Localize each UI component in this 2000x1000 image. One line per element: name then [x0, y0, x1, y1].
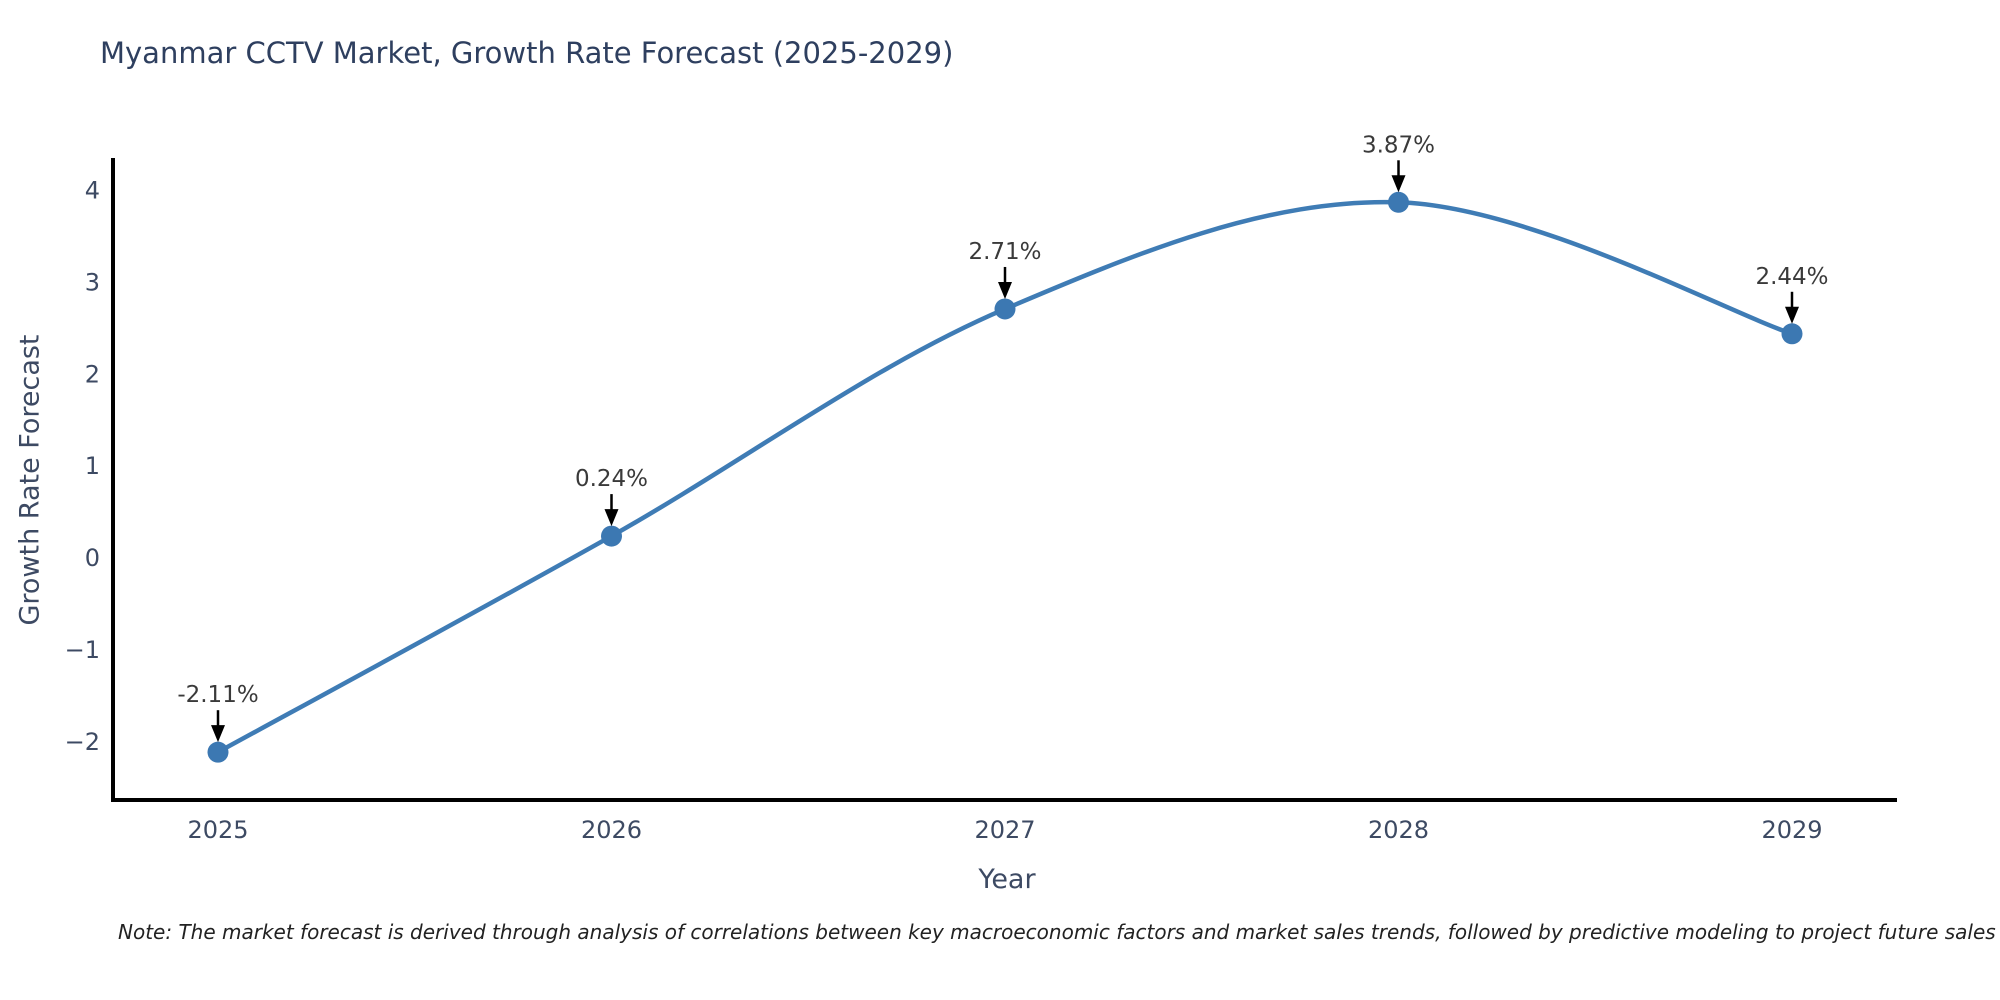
y-tick-label: 3: [85, 268, 100, 296]
y-tick-label: 0: [85, 544, 100, 572]
footnote: Note: The market forecast is derived thr…: [118, 920, 1996, 944]
annotation-arrow-head: [998, 281, 1012, 299]
x-tick-label: 2025: [187, 816, 248, 844]
annotation-arrow-head: [1391, 175, 1406, 193]
x-tick-label: 2027: [974, 816, 1035, 844]
point-value-label: 2.44%: [1755, 264, 1828, 290]
x-tick-label: 2029: [1761, 816, 1822, 844]
annotation-arrow-head: [604, 509, 619, 527]
data-point-2025[interactable]: [207, 741, 229, 763]
x-tick-label: 2026: [581, 816, 642, 844]
y-tick-label: 4: [85, 176, 100, 204]
data-point-2026[interactable]: [601, 525, 622, 547]
y-tick-label: 2: [85, 360, 100, 388]
data-point-2028[interactable]: [1388, 191, 1409, 213]
y-tick-label: −2: [65, 728, 100, 756]
data-point-2029[interactable]: [1781, 323, 1803, 345]
point-value-label: 0.24%: [575, 466, 648, 492]
annotation-arrow-head: [211, 725, 225, 743]
annotation-arrow-head: [1785, 306, 1799, 324]
x-tick-label: 2028: [1368, 816, 1429, 844]
data-point-2027[interactable]: [994, 298, 1016, 320]
y-tick-label: 1: [85, 452, 100, 480]
chart-title: Myanmar CCTV Market, Growth Rate Forecas…: [100, 36, 954, 70]
point-value-label: 3.87%: [1362, 132, 1435, 158]
x-axis-title: Year: [978, 864, 1036, 895]
y-tick-label: −1: [65, 636, 100, 664]
point-value-label: 2.71%: [968, 239, 1041, 265]
point-value-label: -2.11%: [177, 682, 258, 708]
